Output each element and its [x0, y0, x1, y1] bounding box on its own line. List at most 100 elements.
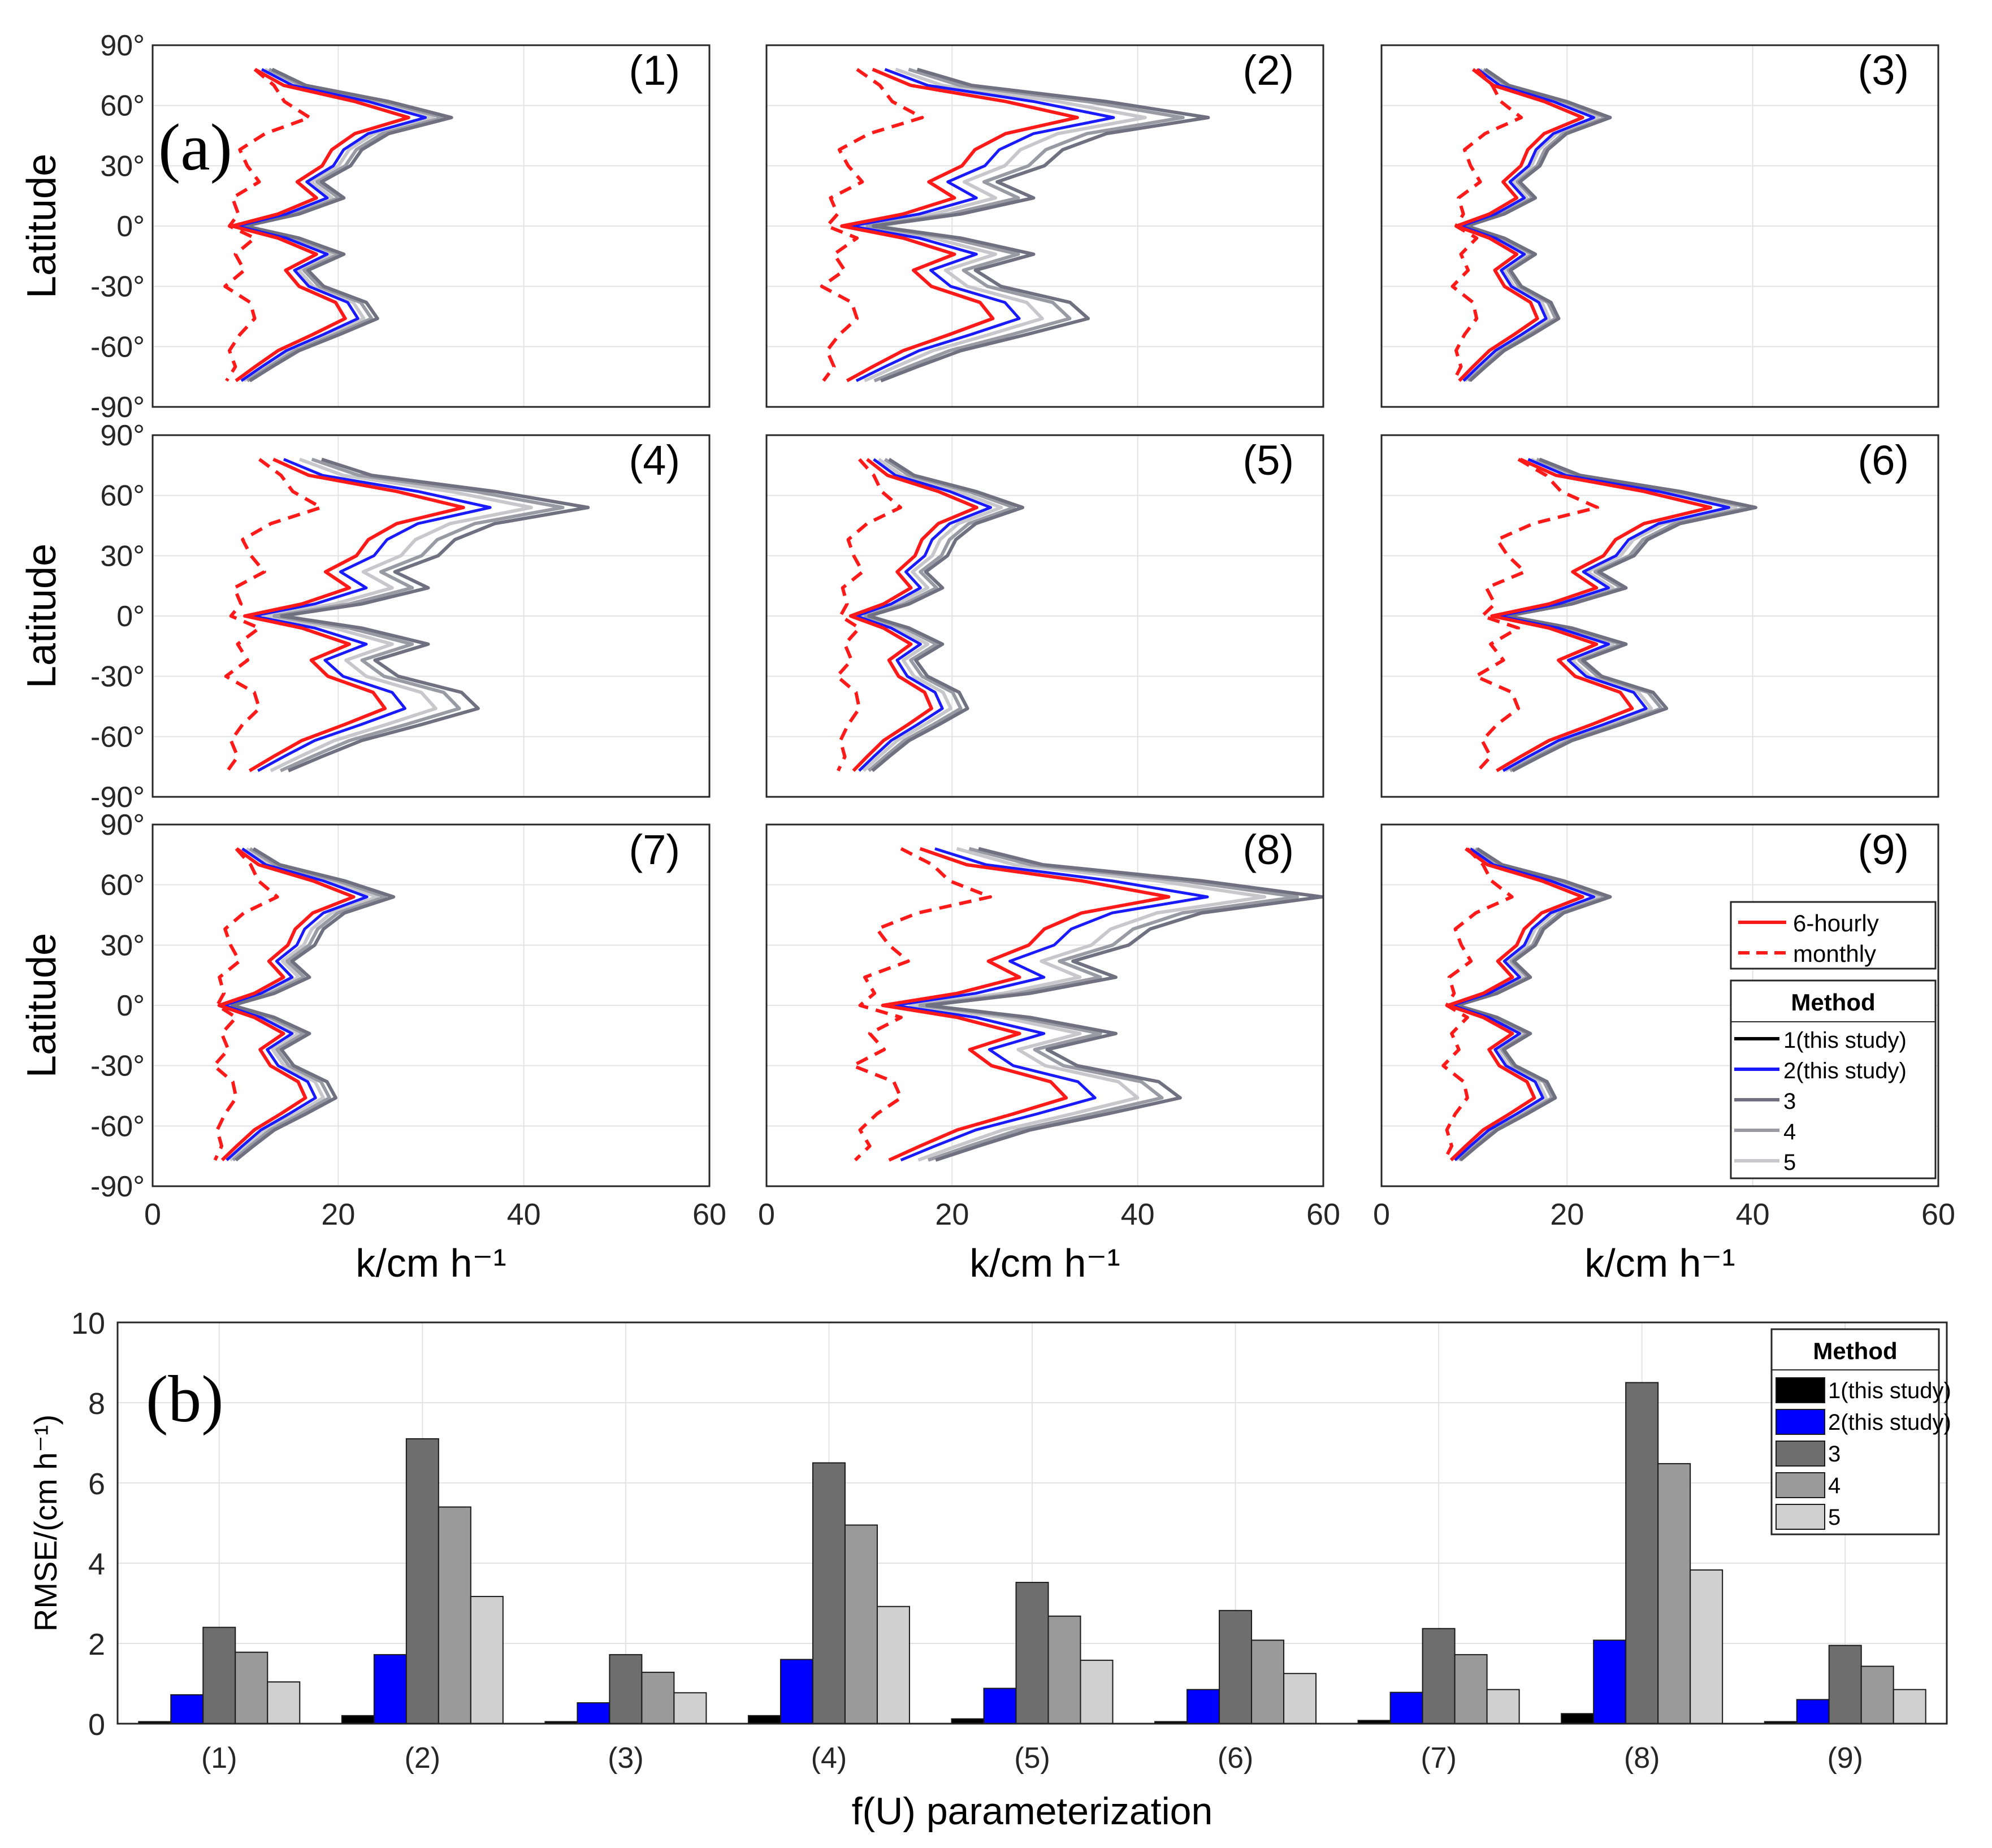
subplot-label: (4) — [629, 437, 680, 484]
bar-3 — [1422, 1628, 1456, 1724]
bar-4 — [1860, 1665, 1894, 1724]
y-tick-label: -30° — [90, 661, 145, 693]
legend-swatch — [1776, 1504, 1825, 1530]
profile-method-5 — [263, 457, 533, 773]
profile-method-3 — [280, 457, 590, 773]
profile-lines — [820, 67, 1210, 383]
profile-monthly — [835, 458, 903, 772]
legend-swatch — [1776, 1472, 1825, 1498]
legend-label: 3 — [1828, 1442, 1841, 1467]
x-axis-label: k/cm h⁻¹ — [969, 1241, 1120, 1285]
bar-4 — [641, 1672, 675, 1725]
x-tick-label: 20 — [1550, 1198, 1584, 1231]
bar-3 — [1625, 1382, 1659, 1724]
bar-3 — [405, 1438, 439, 1724]
bar-2-this-study- — [373, 1654, 407, 1724]
subplot-label: (6) — [1858, 437, 1909, 484]
y-axis-label: Latitude — [19, 544, 64, 688]
bar-5 — [1486, 1689, 1520, 1724]
profile-method-4 — [864, 458, 1016, 773]
profile-method-3 — [925, 847, 1323, 1162]
legend-swatch — [1776, 1409, 1825, 1435]
axes-frame — [1380, 823, 1939, 1187]
profile-lines — [1441, 847, 1612, 1162]
y-tick-label: 30° — [100, 150, 145, 183]
axes-frame — [765, 44, 1324, 408]
y-tick-label: -90° — [90, 391, 145, 424]
subplot-4: (4) 90° 60° 30° 0° -30° -60° -90° Latitude — [19, 419, 711, 814]
panel-b-label: (b) — [146, 1362, 224, 1436]
bar-2-this-study- — [1389, 1691, 1423, 1725]
y-axis-label: RMSE/(cm h⁻¹) — [28, 1415, 63, 1632]
legend-bar-methods: Method 1(this study) 2(this study) 3 4 5 — [1770, 1328, 1951, 1535]
legend-box — [1730, 901, 1937, 970]
legend-label: 2(this study) — [1828, 1410, 1951, 1435]
subplot-label: (3) — [1858, 47, 1909, 94]
y-tick-label: 60° — [100, 869, 145, 902]
legend-label: 1(this study) — [1783, 1028, 1907, 1053]
profile-method-3 — [1465, 68, 1612, 383]
profile-6-hourly — [217, 847, 356, 1161]
x-tick-label: 40 — [1736, 1198, 1770, 1231]
y-tick-label: -90° — [90, 781, 145, 814]
y-tick-label: 2 — [88, 1628, 105, 1662]
legend-label: 1(this study) — [1828, 1378, 1951, 1403]
y-tick-label: 60° — [100, 90, 145, 123]
x-tick-label: (5) — [1014, 1742, 1050, 1775]
x-tick-label: 0 — [1373, 1198, 1390, 1231]
x-axis-label: f(U) parameterization — [852, 1790, 1213, 1833]
profile-monthly — [1474, 458, 1599, 772]
profile-method-3 — [867, 458, 1025, 773]
profile-lines — [1450, 68, 1612, 383]
profile-method-3 — [1505, 457, 1757, 773]
x-tick-label: (7) — [1421, 1742, 1457, 1775]
bar-4 — [235, 1651, 269, 1725]
profile-6-hourly — [1490, 457, 1713, 773]
profile-method-3 — [231, 847, 396, 1162]
bar-5 — [673, 1692, 707, 1725]
x-tick-label: 60 — [1921, 1198, 1955, 1231]
profile-6-hourly — [840, 67, 1079, 383]
legend-swatch — [1776, 1377, 1825, 1403]
legend-box — [1730, 979, 1937, 1179]
legend-line-styles: 6-hourly monthly — [1730, 901, 1937, 970]
legend-label: 6-hourly — [1793, 910, 1879, 936]
profile-monthly — [820, 68, 924, 382]
y-tick-label: 0° — [116, 600, 145, 633]
panel-b-bar-chart: (1) (2) (3) (4) (5) (6) (7) (8) (9) 0 2 4 6 8 10 RMSE/(… — [28, 1307, 1951, 1833]
y-tick-label: 30° — [100, 540, 145, 572]
subplot-label: (8) — [1243, 826, 1294, 873]
subplot-label: (1) — [629, 47, 680, 94]
bar-4 — [438, 1506, 471, 1725]
x-tick-label: (8) — [1624, 1742, 1660, 1775]
axes-frame — [765, 434, 1324, 798]
bar-5 — [1893, 1689, 1926, 1724]
profile-monthly — [1450, 68, 1523, 382]
legend-swatch — [1776, 1441, 1825, 1467]
y-tick-label: 90° — [100, 419, 145, 452]
legend-label: 4 — [1828, 1473, 1841, 1498]
profile-method-2 — [893, 847, 1209, 1162]
profile-method-3 — [872, 67, 1210, 383]
legend-title: Method — [1813, 1338, 1897, 1364]
bar-1-this-study- — [747, 1715, 781, 1725]
y-tick-label: -30° — [90, 1050, 145, 1083]
bar-4 — [1454, 1654, 1488, 1724]
profile-lines — [851, 847, 1323, 1162]
bar-2-this-study- — [780, 1659, 813, 1724]
profile-monthly — [212, 847, 279, 1161]
bar-2-this-study- — [1593, 1639, 1627, 1725]
legend-label: 2(this study) — [1783, 1059, 1907, 1083]
bar-4 — [1047, 1615, 1081, 1724]
bar-5 — [1690, 1569, 1723, 1725]
axes-frame — [116, 1321, 1948, 1725]
profile-monthly — [851, 847, 992, 1161]
y-tick-label: -60° — [90, 1110, 145, 1143]
x-tick-label: (2) — [405, 1742, 441, 1775]
axes-frame — [1380, 434, 1939, 798]
profile-6-hourly — [230, 68, 410, 383]
axes-frame — [151, 434, 711, 798]
subplot-7: (7) 90° 60° 30° 0° -30° -60° -90° Latitude 0 20 40 6… — [19, 809, 726, 1285]
y-axis-label: Latitude — [19, 933, 64, 1078]
